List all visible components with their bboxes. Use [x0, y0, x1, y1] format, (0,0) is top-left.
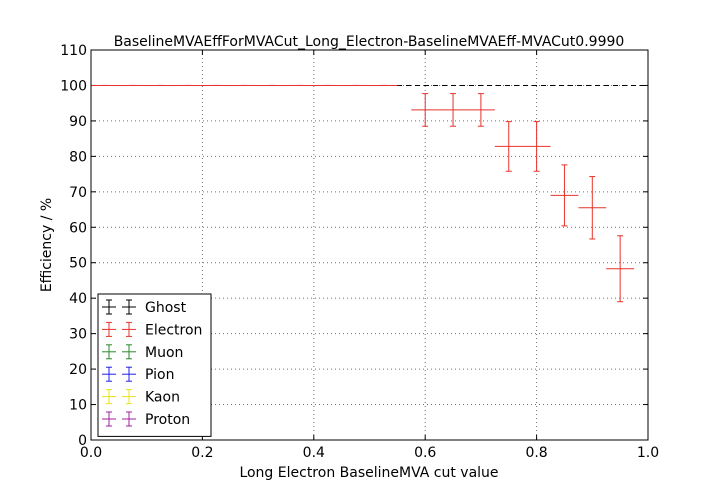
y-tick-label: 40 — [69, 291, 87, 307]
legend-box — [97, 293, 212, 437]
plot-area: 0.0 0.2 0.4 0.6 0.8 1.0 0 10 20 30 40 50 60 70 80 90 100… — [60, 43, 659, 461]
y-tick-label: 90 — [69, 114, 87, 130]
y-tick-label: 110 — [60, 43, 87, 59]
legend-label-ghost: Ghost — [145, 300, 187, 316]
x-tick-label: 0.2 — [191, 445, 213, 461]
y-axis-label: Efficiency / % — [39, 198, 55, 292]
x-tick-label: 0.0 — [80, 445, 102, 461]
legend-label-electron: Electron — [145, 322, 202, 338]
legend-label-kaon: Kaon — [145, 390, 180, 406]
legend-label-muon: Muon — [145, 345, 183, 361]
x-tick-label: 0.6 — [414, 445, 436, 461]
y-tick-label: 20 — [69, 362, 87, 378]
chart-title: BaselineMVAEffForMVACut_Long_Electron-Ba… — [114, 34, 625, 50]
y-tick-label: 50 — [69, 256, 87, 272]
plot-frame — [90, 49, 649, 441]
y-tick-label: 30 — [69, 327, 87, 343]
legend-label-pion: Pion — [145, 367, 174, 383]
y-tick-label: 10 — [69, 398, 87, 414]
x-axis-label: Long Electron BaselineMVA cut value — [239, 465, 498, 481]
x-tick-label: 1.0 — [637, 445, 659, 461]
y-tick-label: 80 — [69, 149, 87, 165]
y-tick-label: 100 — [60, 78, 87, 94]
y-tick-label: 60 — [69, 220, 87, 236]
x-tick-label: 0.8 — [525, 445, 547, 461]
x-tick-label: 0.4 — [303, 445, 325, 461]
y-tick-label: 0 — [78, 433, 87, 449]
legend-label-proton: Proton — [145, 412, 190, 428]
y-tick-label: 70 — [69, 185, 87, 201]
